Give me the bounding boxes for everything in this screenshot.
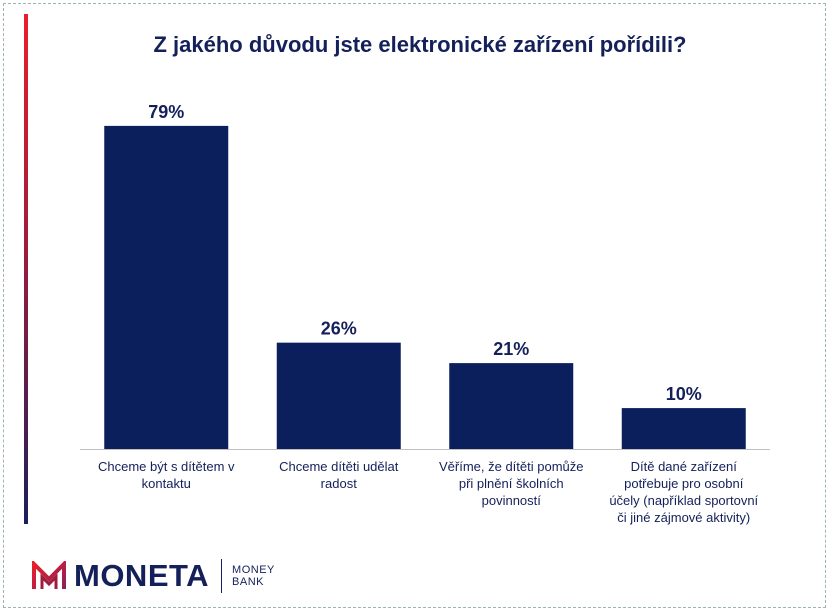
chart-title: Z jakého důvodu jste elektronické zaříze…	[153, 32, 687, 57]
slide-frame	[3, 3, 826, 608]
logo-subtitle: MONEY BANK	[232, 564, 275, 588]
logo-sub-line2: BANK	[232, 576, 264, 588]
category-label: Chceme dítěti udělat radost	[279, 459, 399, 491]
category-label: Věříme, že dítěti pomůže při plnění škol…	[438, 459, 584, 508]
moneta-m-icon	[32, 561, 66, 589]
logo-separator	[221, 559, 223, 593]
bar	[621, 408, 746, 449]
data-label: 79%	[148, 102, 184, 122]
bar	[104, 125, 229, 449]
logo-wordmark: MONETA	[74, 558, 210, 593]
moneta-logo: MONETA MONEY BANK	[32, 556, 275, 596]
bar	[276, 342, 401, 449]
category-label: Chceme být s dítětem v kontaktu	[97, 459, 235, 491]
data-label: 26%	[321, 319, 357, 339]
accent-bar	[24, 14, 28, 524]
category-label: Dítě dané zařízení potřebuje pro osobní …	[609, 459, 759, 525]
bar	[449, 363, 574, 449]
logo-sub-line1: MONEY	[232, 564, 275, 576]
data-label: 21%	[493, 339, 529, 359]
data-label: 10%	[666, 384, 702, 404]
